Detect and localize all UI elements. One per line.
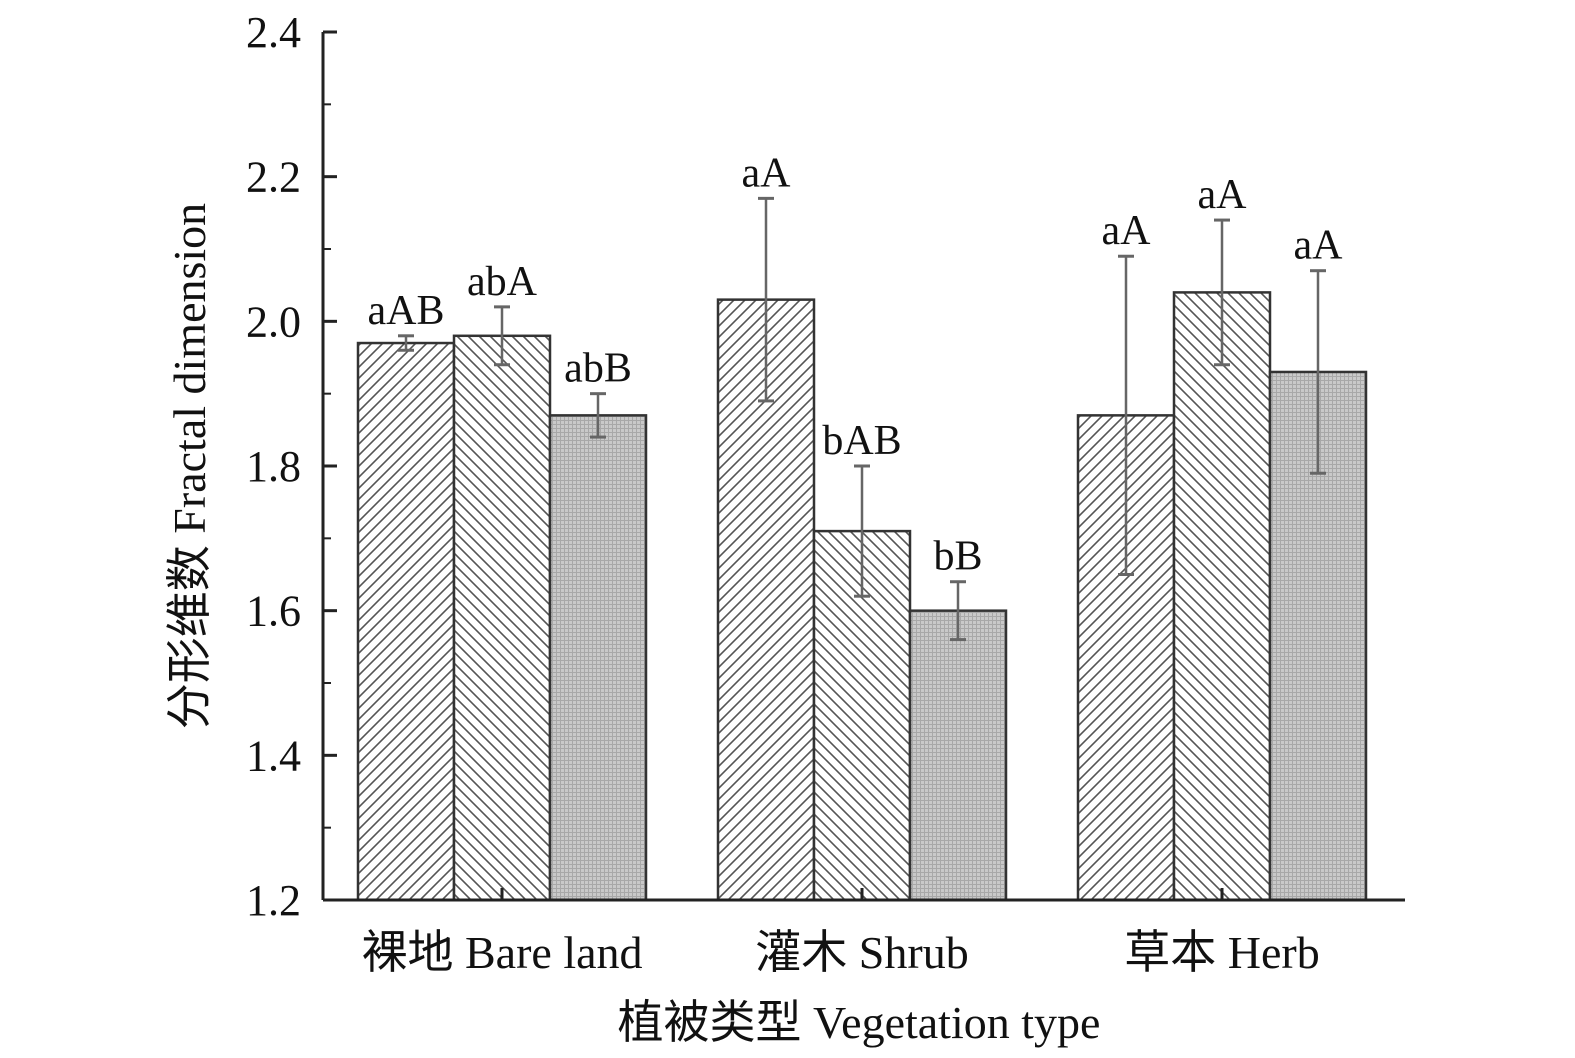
y-ticks: 1.2 1.4 1.6 1.8 2.0 2.2 2.4 (246, 8, 337, 925)
significance-label-3-1: aA (1102, 208, 1152, 254)
y-tick-label: 1.4 (246, 731, 301, 780)
bar-1-1 (356, 341, 456, 902)
y-axis-title: 分形维数 Fractal dimension (164, 203, 215, 729)
significance-label-2-1: aA (742, 150, 792, 196)
y-tick-label: 1.8 (246, 442, 301, 491)
x-category-label: 裸地 Bare land (361, 927, 642, 978)
bar-1-3 (548, 414, 648, 902)
significance-label-3-3: aA (1294, 223, 1344, 269)
y-tick-label: 2.0 (246, 297, 301, 346)
significance-labels-layer: aAB abA abB aA bAB bB aA aA aA (368, 150, 1344, 579)
bar-1-2 (452, 334, 552, 902)
significance-label-1-1: aAB (368, 288, 445, 334)
significance-label-1-2: abA (467, 259, 538, 305)
x-category-label: 草本 Herb (1124, 927, 1319, 978)
error-bars-layer (398, 196, 1326, 642)
significance-label-1-3: abB (564, 346, 632, 392)
significance-label-2-2: bAB (822, 418, 901, 464)
bar-2-3 (908, 609, 1008, 902)
significance-label-3-2: aA (1198, 172, 1248, 218)
x-category-label: 灌木 Shrub (755, 927, 968, 978)
y-tick-label: 2.4 (246, 8, 301, 57)
y-tick-label: 2.2 (246, 153, 301, 202)
y-tick-label: 1.6 (246, 587, 301, 636)
bars-layer (356, 291, 1368, 902)
x-ticks: 裸地 Bare land 灌木 Shrub 草本 Herb (361, 888, 1320, 978)
significance-label-2-3: bB (933, 534, 982, 580)
x-axis-title: 植被类型 Vegetation type (618, 997, 1101, 1048)
bar-3-2 (1172, 291, 1272, 902)
y-tick-label: 1.2 (246, 876, 301, 925)
